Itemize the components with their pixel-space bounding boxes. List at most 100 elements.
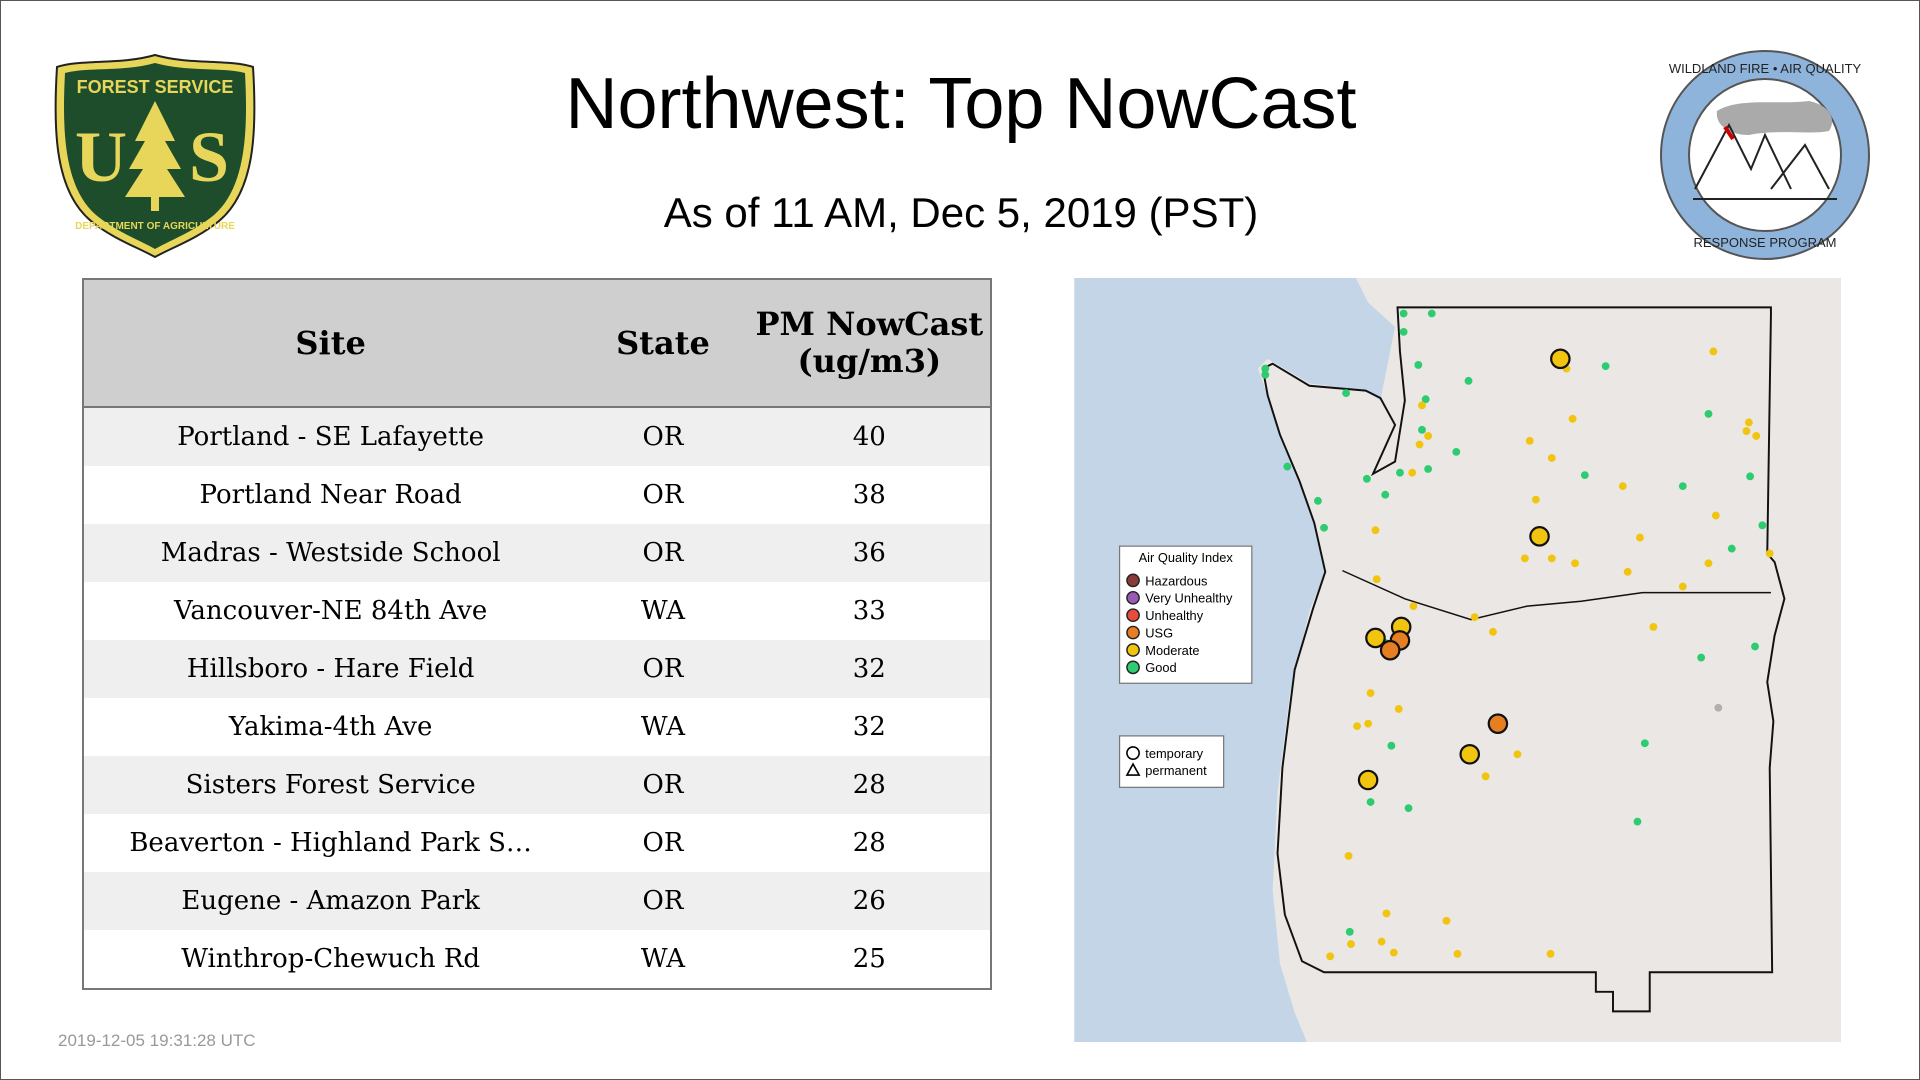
monitor-site-good[interactable]: [1261, 370, 1270, 379]
monitor-site-moderate[interactable]: [1678, 582, 1687, 591]
monitor-site-moderate[interactable]: [1623, 567, 1632, 576]
monitor-site-good[interactable]: [1283, 462, 1292, 471]
monitor-site-moderate[interactable]: [1344, 851, 1353, 860]
monitor-site-good[interactable]: [1314, 496, 1322, 505]
monitor-site-good[interactable]: [1396, 468, 1404, 477]
monitor-site-moderate[interactable]: [1347, 940, 1355, 948]
monitor-site-good[interactable]: [1678, 482, 1687, 491]
monitor-site-good[interactable]: [1414, 361, 1423, 369]
monitor-site-moderate[interactable]: [1372, 575, 1381, 584]
monitor-site-moderate[interactable]: [1752, 432, 1761, 440]
monitor-site-moderate[interactable]: [1326, 952, 1335, 961]
monitor-site-good[interactable]: [1418, 425, 1426, 434]
monitor-site-moderate[interactable]: [1489, 627, 1497, 636]
monitor-site-moderate[interactable]: [1547, 454, 1556, 462]
monitor-site-moderate[interactable]: [1709, 347, 1718, 356]
top-site-marker-moderate[interactable]: [1357, 769, 1379, 791]
monitor-site-moderate[interactable]: [1394, 705, 1403, 713]
column-header-pm: PM NowCast (ug/m3): [748, 279, 991, 408]
site-cell: Eugene - Amazon Park: [83, 872, 578, 930]
monitor-site-no-data[interactable]: [1714, 703, 1723, 712]
monitor-site-moderate[interactable]: [1366, 689, 1375, 697]
monitor-site-moderate[interactable]: [1364, 719, 1373, 728]
monitor-site-good[interactable]: [1366, 798, 1375, 806]
monitor-site-moderate[interactable]: [1704, 559, 1713, 568]
monitor-site-good[interactable]: [1746, 472, 1755, 481]
monitor-site-good[interactable]: [1704, 409, 1713, 418]
monitor-site-good[interactable]: [1727, 544, 1736, 553]
monitor-site-good[interactable]: [1424, 465, 1433, 473]
monitor-site-moderate[interactable]: [1418, 401, 1426, 410]
monitor-site-moderate[interactable]: [1744, 418, 1753, 427]
site-cell: Portland - SE Lafayette: [83, 407, 578, 466]
monitor-site-moderate[interactable]: [1408, 468, 1417, 477]
monitor-site-moderate[interactable]: [1520, 554, 1529, 563]
monitor-site-good[interactable]: [1697, 653, 1706, 662]
monitor-site-moderate[interactable]: [1415, 440, 1424, 449]
monitor-site-moderate[interactable]: [1531, 495, 1540, 504]
monitor-site-good[interactable]: [1640, 739, 1649, 748]
monitor-site-moderate[interactable]: [1470, 613, 1479, 622]
aqi-map: Air Quality Index Hazardous Very Unhealth…: [1074, 278, 1841, 1042]
monitor-site-good[interactable]: [1320, 523, 1328, 532]
monitor-site-moderate[interactable]: [1409, 602, 1418, 611]
monitor-site-moderate[interactable]: [1382, 909, 1391, 918]
monitor-site-good[interactable]: [1342, 389, 1351, 398]
monitor-site-moderate[interactable]: [1568, 414, 1577, 423]
monitor-site-good[interactable]: [1751, 642, 1759, 651]
monitor-site-moderate[interactable]: [1525, 436, 1534, 445]
monitor-site-moderate[interactable]: [1377, 937, 1386, 946]
top-site-marker-moderate[interactable]: [1365, 627, 1386, 649]
table-row: Eugene - Amazon Park OR 26: [83, 872, 991, 930]
state-cell: WA: [577, 698, 749, 756]
monitor-site-good[interactable]: [1633, 817, 1642, 826]
monitor-site-moderate[interactable]: [1353, 722, 1362, 731]
monitor-site-moderate[interactable]: [1513, 750, 1522, 759]
site-cell: Sisters Forest Service: [83, 756, 578, 814]
pm-cell: 33: [748, 582, 991, 640]
svg-text:U: U: [75, 117, 127, 197]
monitor-site-moderate[interactable]: [1371, 526, 1380, 535]
monitor-site-moderate[interactable]: [1453, 949, 1462, 958]
site-cell: Winthrop-Chewuch Rd: [83, 930, 578, 989]
monitor-site-moderate[interactable]: [1571, 559, 1579, 568]
monitor-site-good[interactable]: [1345, 927, 1354, 936]
monitor-site-good[interactable]: [1362, 474, 1371, 483]
monitor-site-moderate[interactable]: [1711, 511, 1720, 520]
site-cell: Hillsboro - Hare Field: [83, 640, 578, 698]
monitor-site-good[interactable]: [1464, 376, 1473, 385]
top-site-marker-moderate[interactable]: [1459, 743, 1481, 765]
monitor-site-good[interactable]: [1387, 741, 1396, 750]
monitor-site-good[interactable]: [1381, 490, 1390, 499]
monitor-site-good[interactable]: [1404, 804, 1413, 813]
monitor-site-good[interactable]: [1580, 471, 1589, 480]
monitor-site-moderate[interactable]: [1765, 549, 1774, 558]
wa-or-border: [1342, 569, 1771, 621]
monitor-site-good[interactable]: [1399, 327, 1408, 336]
monitor-site-moderate[interactable]: [1636, 533, 1644, 542]
top-site-marker-usg[interactable]: [1379, 639, 1401, 661]
monitor-site-moderate[interactable]: [1742, 427, 1751, 435]
monitor-site-moderate[interactable]: [1618, 482, 1627, 491]
monitor-site-moderate[interactable]: [1389, 948, 1398, 957]
monitor-site-good[interactable]: [1427, 309, 1436, 318]
state-cell: OR: [577, 814, 749, 872]
monitor-site-moderate[interactable]: [1649, 623, 1658, 631]
top-site-marker-moderate[interactable]: [1550, 348, 1571, 370]
legend-temporary: temporary: [1145, 746, 1203, 761]
monitor-site-moderate[interactable]: [1546, 949, 1555, 958]
top-site-marker-usg[interactable]: [1487, 713, 1509, 734]
monitor-site-good[interactable]: [1261, 364, 1270, 373]
monitor-site-moderate[interactable]: [1424, 432, 1433, 440]
monitor-site-moderate[interactable]: [1442, 916, 1451, 925]
monitor-site-moderate[interactable]: [1547, 554, 1556, 563]
page-subtitle: As of 11 AM, Dec 5, 2019 (PST): [663, 189, 1259, 236]
monitor-site-good[interactable]: [1421, 395, 1430, 404]
site-cell: Vancouver-NE 84th Ave: [83, 582, 578, 640]
monitor-site-good[interactable]: [1452, 447, 1461, 456]
monitor-site-moderate[interactable]: [1481, 772, 1490, 781]
top-site-marker-moderate[interactable]: [1529, 526, 1550, 547]
monitor-site-good[interactable]: [1758, 521, 1767, 530]
monitor-site-good[interactable]: [1399, 309, 1408, 318]
monitor-site-good[interactable]: [1601, 362, 1610, 371]
